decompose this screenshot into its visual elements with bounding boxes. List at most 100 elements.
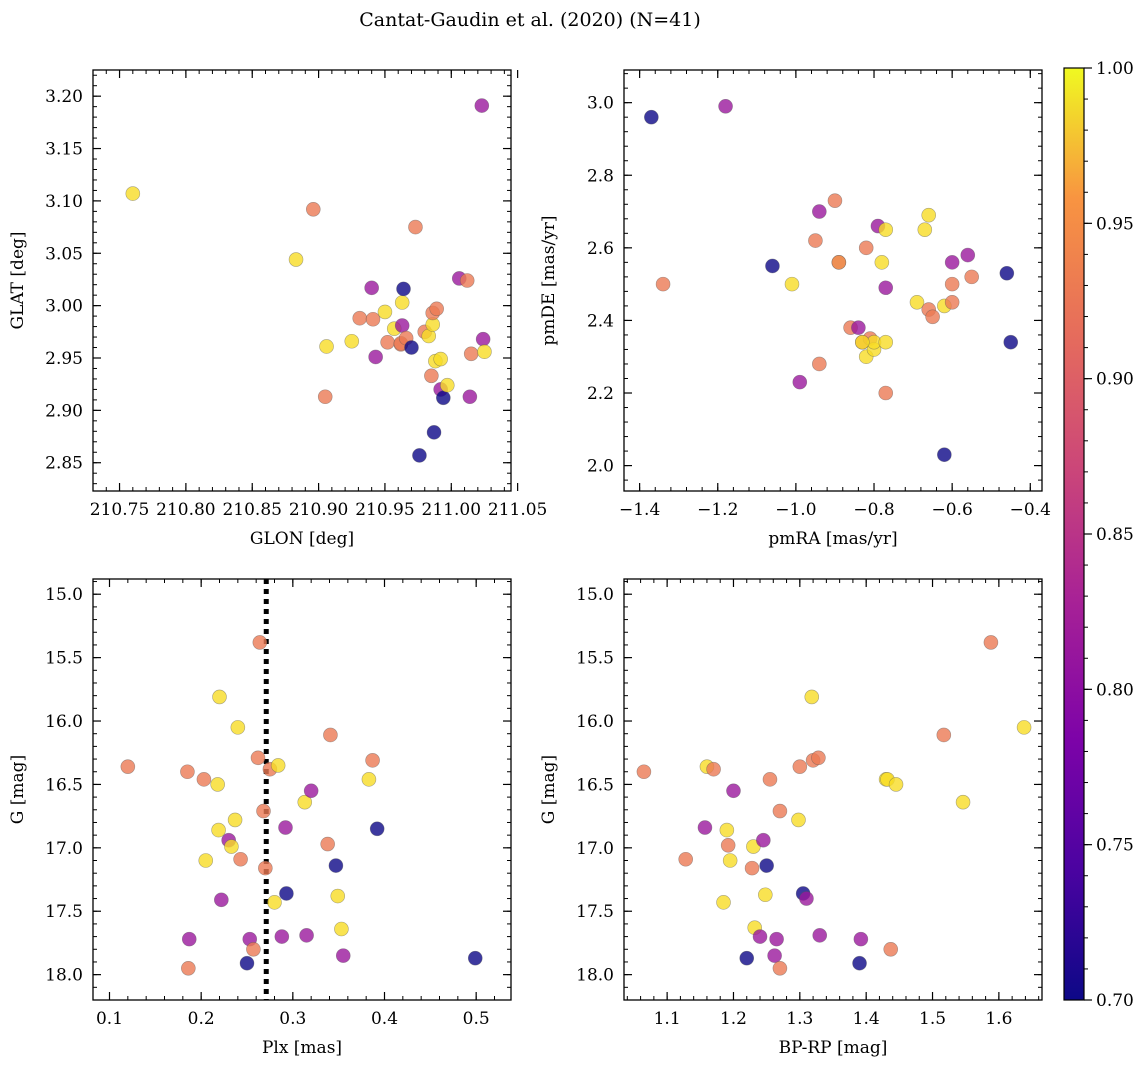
x-tick-label: 1.4 (853, 1009, 880, 1029)
x-axis-label: Plx [mas] (262, 1038, 342, 1058)
scatter-point (328, 858, 344, 873)
scatter-point (827, 193, 843, 208)
y-tick-label: 3.20 (45, 87, 83, 107)
scatter-point (726, 783, 741, 799)
scatter-point (767, 948, 782, 963)
scatter-point (799, 891, 814, 906)
scatter-point (921, 207, 937, 223)
scatter-point (655, 276, 671, 292)
y-tick-label: 2.95 (45, 349, 83, 369)
scatter-point (722, 853, 738, 868)
scatter-point (936, 727, 952, 743)
y-tick-label: 17.0 (45, 839, 83, 859)
scatter-point (214, 892, 229, 908)
scatter-point (858, 240, 874, 256)
scatter-point (288, 252, 304, 267)
scatter-point (718, 98, 733, 114)
x-tick-label: −1.4 (619, 500, 660, 520)
scatter-point (852, 955, 867, 971)
scatter-series (636, 635, 1032, 976)
panel-plx-g: 0.1 0.2 0.3 0.4 0.5 15.0 15.5 16.0 16.5 17.0 17.5 1… (8, 578, 512, 1058)
scatter-point (196, 772, 212, 787)
scatter-point (436, 390, 451, 406)
scatter-point (429, 301, 444, 317)
y-axis-label: G [mag] (8, 755, 28, 824)
x-tick-label: 211.05 (488, 500, 547, 520)
colorbar-tick-label: 0.80 (1096, 680, 1134, 700)
scatter-point (636, 764, 652, 780)
scatter-point (440, 377, 455, 393)
scatter-point (270, 758, 286, 773)
scatter-point (474, 98, 490, 113)
scatter-point (125, 186, 141, 201)
x-tick-label: 1.3 (786, 1009, 813, 1029)
scatter-series (120, 635, 483, 976)
colorbar-tick-label: 0.90 (1096, 370, 1134, 390)
scatter-point (853, 931, 869, 947)
colorbar-tick-label: 0.75 (1096, 836, 1134, 856)
scatter-point (811, 750, 826, 766)
colorbar-tick-label: 0.70 (1096, 991, 1134, 1011)
scatter-point (772, 803, 788, 819)
y-tick-label: 15.0 (576, 585, 614, 605)
scatter-point (210, 777, 225, 792)
y-tick-label: 2.90 (45, 401, 83, 421)
scatter-point (227, 812, 243, 828)
scatter-point (917, 222, 933, 237)
x-tick-label: 210.85 (222, 500, 281, 520)
x-tick-label: 210.90 (289, 500, 348, 520)
scatter-point (320, 836, 335, 852)
axes-frame (92, 69, 512, 492)
y-tick-label: 3.10 (45, 192, 83, 212)
x-tick-label: −1.2 (697, 500, 738, 520)
y-tick-label: 3.0 (587, 94, 614, 114)
scatter-point (719, 822, 735, 838)
scatter-point (999, 265, 1015, 281)
scatter-point (762, 772, 778, 787)
panel-pm: −1.4 −1.2 −1.0 −0.8 −0.6 −0.4 2.0 2.2 2.4 2.6 2.8 3… (539, 69, 1051, 549)
y-tick-label: 15.5 (45, 649, 83, 669)
scatter-point (368, 349, 383, 365)
y-axis-label: pmDE [mas/yr] (539, 215, 559, 345)
scatter-point (944, 294, 960, 310)
y-tick-label: 17.5 (576, 902, 614, 922)
scatter-point (909, 294, 925, 310)
scatter-point (299, 928, 314, 943)
scatter-point (278, 820, 293, 835)
scatter-point (330, 888, 346, 904)
scatter-point (744, 860, 760, 876)
scatter-point (412, 448, 427, 463)
scatter-point (463, 346, 479, 362)
scatter-point (878, 222, 894, 237)
scatter-point (462, 389, 478, 405)
y-tick-label: 16.0 (576, 712, 614, 732)
scatter-point (983, 635, 999, 650)
scatter-point (831, 255, 847, 270)
scatter-point (408, 219, 423, 235)
scatter-point (279, 886, 294, 901)
scatter-point (459, 273, 475, 288)
y-tick-label: 2.85 (45, 454, 83, 474)
scatter-point (720, 837, 736, 853)
scatter-point (239, 955, 255, 971)
panel-bprp-g: 1.1 1.2 1.3 1.4 1.5 1.6 15.0 15.5 16.0 16.5 17.0 17… (539, 578, 1043, 1058)
scatter-point (644, 109, 659, 125)
scatter-point (964, 269, 979, 285)
scatter-point (759, 858, 774, 873)
x-tick-label: 1.2 (720, 1009, 747, 1029)
scatter-point (364, 280, 379, 296)
scatter-point (678, 851, 694, 867)
x-tick-label: −0.8 (853, 500, 894, 520)
scatter-point (854, 334, 870, 350)
scatter-point (211, 822, 226, 838)
scatter-point (305, 201, 321, 217)
x-tick-label: 210.75 (90, 500, 149, 520)
scatter-point (706, 761, 721, 777)
y-tick-label: 17.5 (45, 902, 83, 922)
scatter-point (369, 821, 385, 837)
scatter-point (925, 309, 940, 325)
scatter-point (361, 772, 377, 787)
scatter-point (739, 950, 755, 966)
scatter-point (258, 860, 273, 876)
